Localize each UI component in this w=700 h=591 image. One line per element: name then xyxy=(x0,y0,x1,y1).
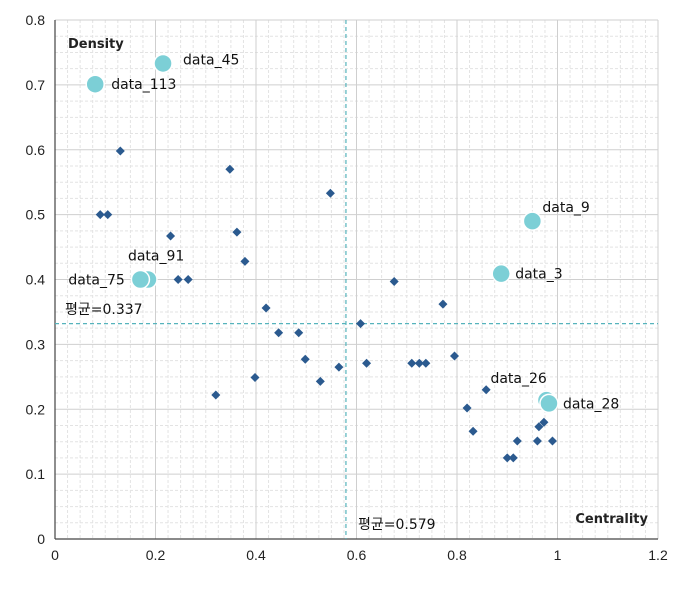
data-point xyxy=(502,453,512,463)
highlighted-point xyxy=(153,53,173,74)
highlighted-point xyxy=(85,74,105,94)
highlighted-point xyxy=(130,269,151,290)
data-point xyxy=(508,453,518,463)
data-point xyxy=(115,146,125,156)
point-label: data_9 xyxy=(542,200,589,216)
data-point xyxy=(449,351,459,361)
data-point xyxy=(95,210,105,220)
y-tick-label: 0.5 xyxy=(26,207,46,223)
x-tick-label: 0.6 xyxy=(347,547,367,563)
data-point xyxy=(407,358,417,368)
data-point xyxy=(261,303,271,313)
data-point xyxy=(421,358,431,368)
data-point xyxy=(250,372,260,382)
y-tick-label: 0.2 xyxy=(26,401,46,417)
data-point xyxy=(356,319,366,329)
highlighted-point xyxy=(539,393,559,414)
average-x-label: 평균=0.579 xyxy=(358,517,436,533)
data-point xyxy=(183,275,193,284)
data-point xyxy=(211,390,221,400)
y-tick-label: 0.8 xyxy=(26,12,46,28)
y-tick-label: 0 xyxy=(37,531,45,547)
data-point xyxy=(240,256,250,266)
data-point xyxy=(173,275,183,284)
data-point xyxy=(300,354,310,364)
data-point xyxy=(414,358,424,368)
x-tick-label: 0 xyxy=(51,547,59,563)
highlighted-point xyxy=(491,263,511,284)
average-y-label: 평균=0.337 xyxy=(65,302,143,318)
data-point xyxy=(468,426,478,436)
point-label: data_91 xyxy=(128,249,184,265)
y-tick-label: 0.3 xyxy=(26,336,46,352)
data-point xyxy=(512,436,522,446)
point-label: data_3 xyxy=(515,267,562,283)
data-point xyxy=(294,328,304,338)
highlighted-points: data_45 data_113 data_9 data_3 data_91data_7… xyxy=(68,52,619,414)
data-points xyxy=(95,146,557,463)
x-tick-label: 0.8 xyxy=(447,547,467,563)
data-point xyxy=(274,328,284,338)
point-label: data_26 xyxy=(490,371,546,387)
point-label: data_28 xyxy=(563,396,619,412)
y-tick-label: 0.7 xyxy=(26,77,46,93)
point-label: data_75 xyxy=(68,273,124,289)
data-point xyxy=(389,276,399,286)
data-point xyxy=(315,376,325,386)
data-point xyxy=(232,227,242,237)
highlighted-point xyxy=(522,211,543,231)
data-point xyxy=(325,188,335,198)
data-point xyxy=(103,210,113,220)
x-tick-label: 1.2 xyxy=(648,547,668,563)
x-tick-label: 0.4 xyxy=(246,547,266,563)
data-point xyxy=(166,231,176,241)
axes xyxy=(54,20,658,540)
y-tick-label: 0.6 xyxy=(26,142,46,158)
y-axis-title: Density xyxy=(68,37,124,52)
data-point xyxy=(539,417,549,427)
x-tick-label: 0.2 xyxy=(146,547,166,563)
data-point xyxy=(547,436,557,446)
data-point xyxy=(534,422,544,432)
point-label: data_45 xyxy=(183,52,239,68)
data-point xyxy=(438,299,448,309)
data-point xyxy=(462,403,472,413)
data-point xyxy=(334,362,344,372)
tick-labels: 0 0.2 0.4 0.6 0.8 1 1.2 0 0.1 0.2 0.3 0.4 0.5 0.6 0.7 0… xyxy=(26,12,668,563)
data-point xyxy=(532,436,542,446)
y-tick-label: 0.1 xyxy=(26,466,46,482)
y-tick-label: 0.4 xyxy=(26,272,46,288)
data-point xyxy=(362,358,372,368)
x-tick-label: 1 xyxy=(554,547,562,563)
data-point xyxy=(225,164,235,174)
point-label: data_113 xyxy=(111,77,176,93)
data-point xyxy=(481,385,491,395)
x-axis-title: Centrality xyxy=(575,512,648,527)
